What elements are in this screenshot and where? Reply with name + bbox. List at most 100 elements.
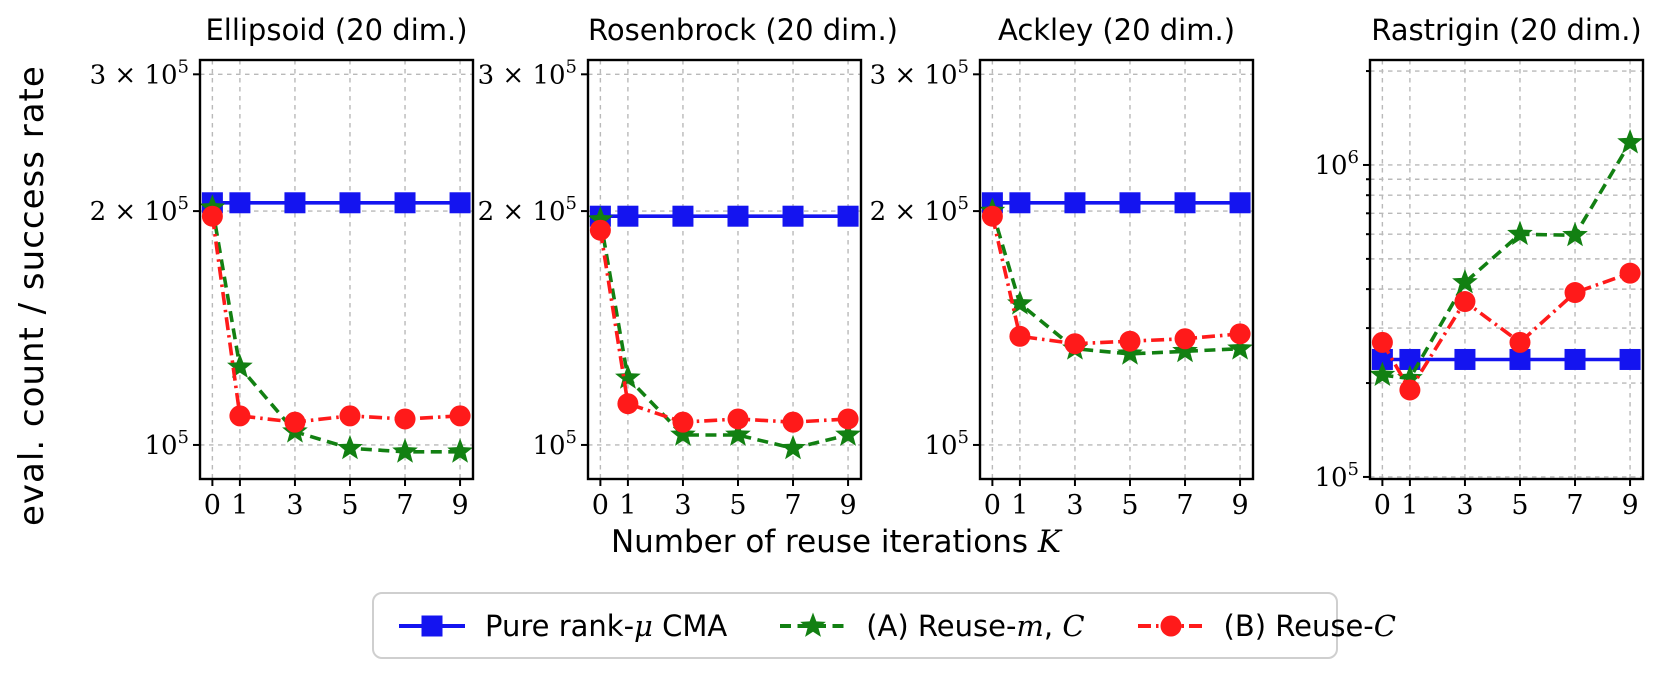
legend-item-reuse-m-c: (A) Reuse-m, C: [779, 609, 1085, 643]
circle-marker: [1399, 379, 1421, 401]
x-axis-label: Number of reuse iterations K: [0, 524, 1672, 560]
x-tick-label: 3: [286, 490, 303, 521]
star-marker: [1452, 269, 1478, 294]
x-tick-label: 0: [204, 490, 221, 521]
circle-marker: [837, 408, 859, 430]
star-marker: [392, 438, 418, 463]
square-marker: [1174, 192, 1196, 214]
plot-ellipsoid: 0 1 3 5 7 9 105 2 × 105 3 × 105: [90, 56, 475, 521]
series-line-green: [598, 219, 849, 451]
legend-item-label: (A) Reuse-m, C: [866, 609, 1084, 643]
square-marker: [1454, 348, 1476, 370]
x-tick-label: 0: [984, 490, 1001, 521]
plot-border: [586, 58, 863, 481]
square-marker: [421, 615, 443, 636]
circle-marker: [1064, 333, 1086, 355]
star-marker: [835, 421, 861, 446]
y-tick-label: 2 × 105: [478, 193, 577, 227]
circle-marker: [1009, 325, 1031, 347]
legend: Pure rank-μ CMA (A) Reuse-m, C (B) Reuse…: [372, 592, 1396, 659]
x-tick-label: 9: [839, 490, 856, 521]
circle-marker: [1509, 331, 1531, 353]
plot-border: [1368, 58, 1645, 481]
square-marker: [229, 192, 251, 214]
square-marker: [672, 205, 694, 227]
legend-item-label: (B) Reuse-C: [1224, 609, 1396, 643]
legend-item-label: Pure rank-μ CMA: [485, 609, 727, 643]
y-tick-label: 3 × 105: [90, 56, 189, 90]
series-line-red: [210, 215, 461, 424]
circle-marker: [449, 405, 471, 427]
square-marker: [339, 192, 361, 214]
circle-marker: [394, 408, 416, 430]
circle-marker: [1160, 615, 1182, 636]
circle-marker: [1119, 330, 1141, 352]
circle-marker: [672, 411, 694, 433]
circle-marker: [1564, 282, 1586, 304]
square-marker: [394, 192, 416, 214]
square-marker: [1009, 192, 1031, 214]
y-tick-label: 3 × 105: [478, 56, 577, 90]
x-tick-label: 7: [1566, 490, 1583, 521]
square-marker: [617, 205, 639, 227]
star-marker: [725, 421, 751, 446]
circle-marker: [782, 411, 804, 433]
series-line-green: [210, 207, 461, 454]
legend-item-pure-rank-mu-cma: Pure rank-μ CMA: [398, 609, 727, 643]
legend-line-circle-icon: [1137, 615, 1204, 636]
plot-ackley: 0 1 3 5 7 9 105 2 × 105 3 × 105: [870, 56, 1255, 521]
square-marker: [1619, 348, 1641, 370]
star-marker: [670, 421, 696, 446]
circle-marker: [1619, 262, 1641, 284]
square-marker: [837, 205, 859, 227]
math-text: μ: [634, 608, 653, 643]
plot-rosenbrock: 0 1 3 5 7 9 105 2 × 105 3 × 105: [478, 56, 863, 521]
circle-marker: [229, 405, 251, 427]
y-tick-label: 3 × 105: [870, 56, 969, 90]
x-tick-label: 5: [729, 490, 746, 521]
square-marker: [1064, 192, 1086, 214]
y-tick-label: 2 × 105: [90, 193, 189, 227]
y-tick-label: 106: [1314, 147, 1359, 181]
x-tick-label: 5: [1121, 490, 1138, 521]
series-line-green: [1382, 141, 1632, 381]
square-marker: [782, 205, 804, 227]
circle-marker: [1454, 291, 1476, 313]
x-tick-label: 7: [396, 490, 413, 521]
y-axis-label: eval. count / success rate: [12, 65, 52, 527]
star-marker: [337, 434, 363, 460]
x-tick-label: 9: [451, 490, 468, 521]
x-tick-label: 5: [1511, 490, 1528, 521]
y-tick-label: 105: [144, 427, 189, 461]
y-tick-label: 2 × 105: [870, 193, 969, 227]
star-marker: [1562, 221, 1588, 247]
y-tick-label: 105: [532, 427, 577, 461]
star-marker: [800, 612, 827, 637]
circle-marker: [617, 393, 639, 415]
circle-marker: [981, 205, 1003, 227]
circle-marker: [284, 411, 306, 433]
square-marker: [1229, 192, 1251, 214]
plot-rastrigin: 0 1 3 5 7 9 105 106: [1314, 58, 1645, 521]
x-tick-label: 1: [1401, 490, 1418, 521]
star-marker: [227, 353, 253, 378]
x-tick-label: 1: [231, 490, 248, 521]
circle-marker: [1371, 331, 1393, 353]
x-tick-label: 3: [1066, 490, 1083, 521]
circle-marker: [727, 408, 749, 430]
x-tick-label: 7: [784, 490, 801, 521]
panel-title-ackley: Ackley (20 dim.): [997, 13, 1236, 47]
math-text: K: [1037, 524, 1062, 560]
star-marker: [1117, 340, 1143, 365]
x-tick-label: 0: [592, 490, 609, 521]
y-tick-label: 105: [924, 427, 969, 461]
circle-marker: [201, 205, 223, 227]
plot-border: [978, 58, 1255, 481]
square-marker: [727, 205, 749, 227]
x-tick-label: 1: [619, 490, 636, 521]
x-tick-label: 9: [1231, 490, 1248, 521]
square-marker: [1509, 348, 1531, 370]
series-line-red: [1380, 271, 1631, 394]
panel-title-rastrigin: Rastrigin (20 dim.): [1371, 13, 1642, 47]
